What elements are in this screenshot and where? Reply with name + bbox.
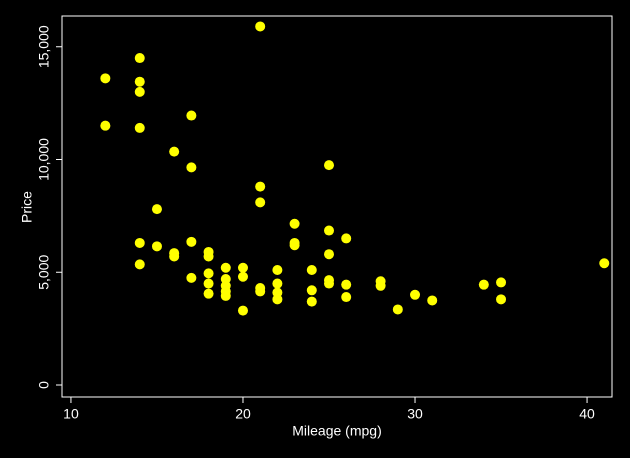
- point: [220, 262, 231, 273]
- point: [306, 265, 317, 275]
- point: [134, 76, 145, 87]
- point: [237, 271, 248, 282]
- point: [496, 277, 507, 288]
- point: [203, 278, 214, 289]
- point: [237, 305, 248, 316]
- point: [375, 280, 386, 291]
- x-tick-label: 20: [235, 406, 251, 422]
- point: [324, 278, 335, 289]
- point: [272, 278, 283, 289]
- point: [186, 110, 197, 121]
- x-axis-label: Mileage (mpg): [292, 423, 381, 439]
- point: [427, 295, 438, 306]
- point: [306, 285, 317, 296]
- point: [220, 290, 231, 301]
- point: [203, 268, 214, 279]
- point: [237, 262, 248, 273]
- point: [100, 73, 111, 84]
- y-tick-label: 5,000: [36, 255, 52, 290]
- point: [203, 288, 214, 299]
- point: [134, 259, 145, 270]
- point: [599, 258, 610, 269]
- point: [134, 86, 145, 97]
- point: [169, 251, 180, 262]
- y-tick-label: 10,000: [36, 138, 52, 181]
- point: [203, 251, 214, 262]
- point: [255, 197, 266, 208]
- point: [100, 120, 111, 131]
- x-tick-label: 30: [407, 406, 423, 422]
- point: [134, 122, 145, 133]
- x-tick-label: 40: [579, 406, 595, 422]
- point: [324, 225, 335, 236]
- point: [272, 265, 283, 275]
- point: [289, 240, 300, 251]
- point: [478, 279, 489, 290]
- point: [151, 241, 162, 252]
- point: [169, 146, 180, 157]
- point: [255, 21, 266, 32]
- point: [186, 162, 197, 173]
- point: [410, 289, 421, 300]
- point: [186, 236, 197, 247]
- point: [255, 181, 266, 192]
- point: [341, 292, 352, 303]
- y-axis-label: Price: [19, 191, 35, 223]
- point: [324, 249, 335, 260]
- point: [306, 296, 317, 307]
- point: [134, 53, 145, 64]
- point: [134, 237, 145, 248]
- point: [341, 233, 352, 244]
- point: [151, 204, 162, 215]
- x-tick-label: 10: [63, 406, 79, 422]
- point: [496, 294, 507, 305]
- y-tick-label: 15,000: [36, 25, 52, 68]
- y-tick-label: 0: [36, 381, 52, 389]
- point: [392, 304, 403, 315]
- point: [186, 272, 197, 283]
- plot-frame: [61, 15, 613, 398]
- point: [255, 286, 266, 297]
- point: [324, 160, 335, 171]
- point: [272, 294, 283, 305]
- point: [289, 218, 300, 229]
- point: [341, 279, 352, 290]
